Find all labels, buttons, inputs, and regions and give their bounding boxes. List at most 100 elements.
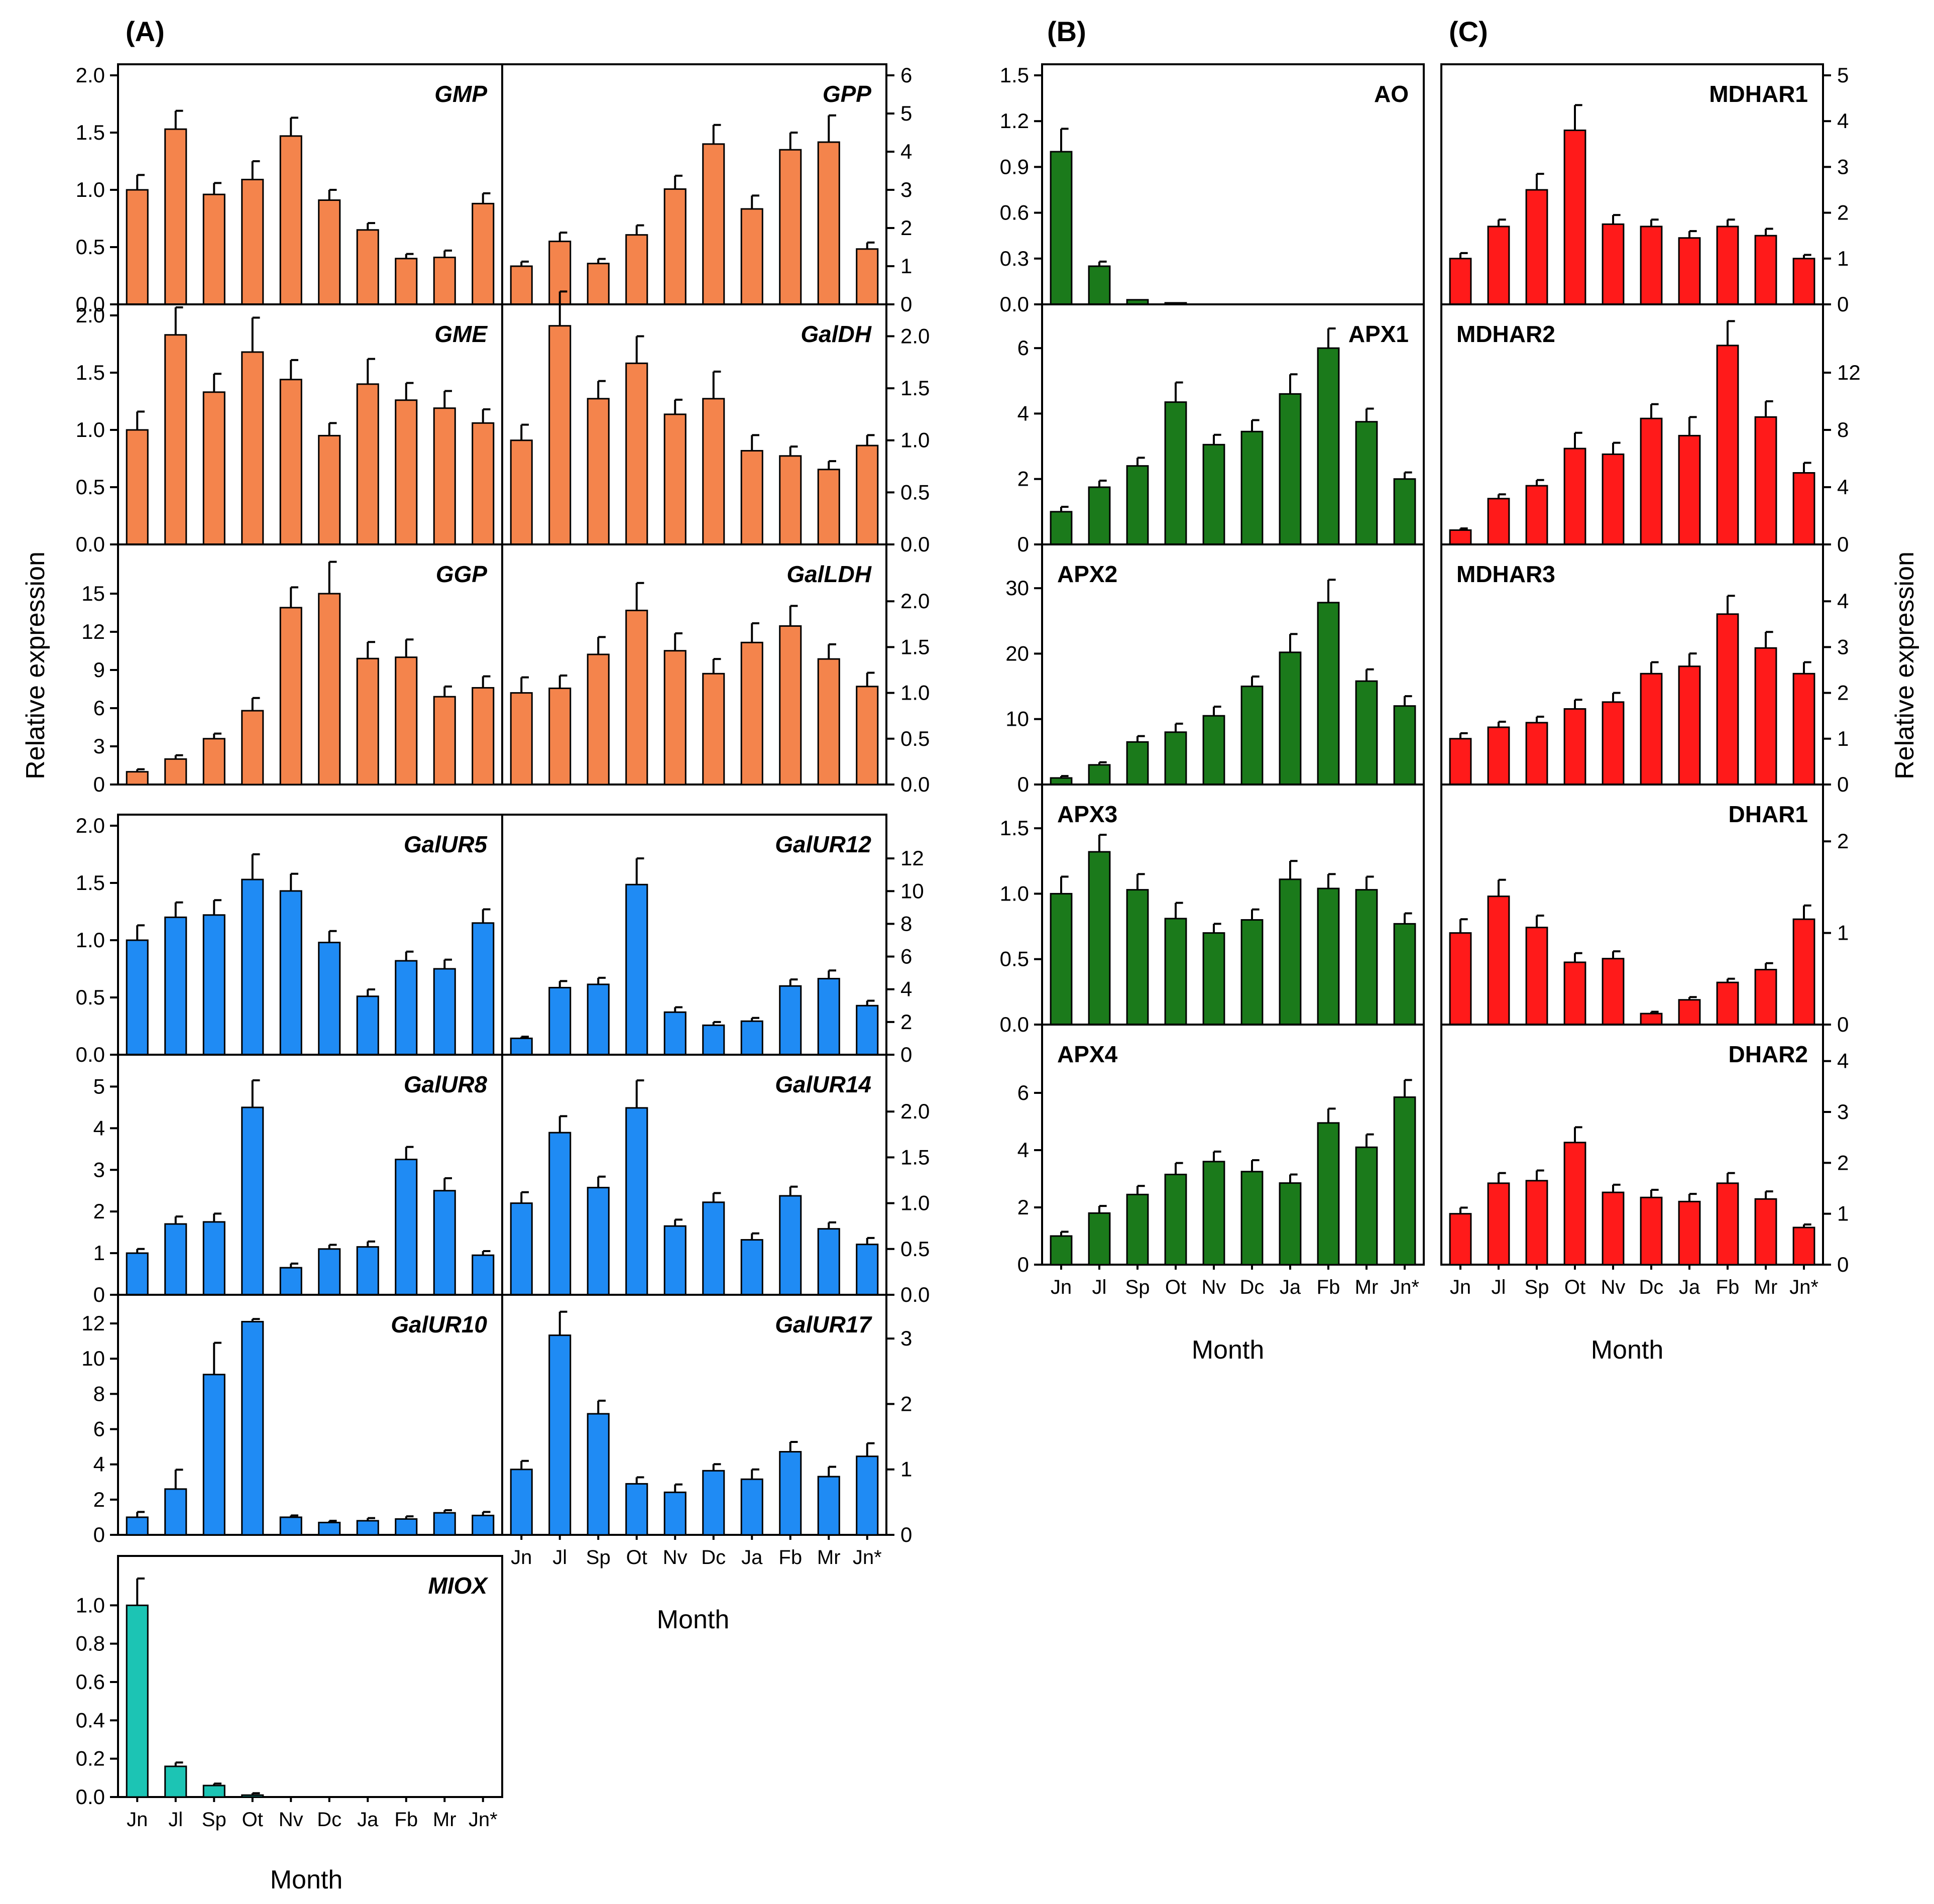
y-tick-label: 1.5 (76, 121, 105, 144)
error-bar (174, 306, 183, 335)
bar-galur5-fb (395, 960, 418, 1056)
bar-dhar2-ja (1678, 1200, 1701, 1266)
error-bar (751, 1468, 759, 1480)
y-tick-label: 2.0 (76, 63, 105, 87)
error-bar (712, 124, 721, 144)
error-bar (1498, 218, 1506, 227)
y-tick-label: 0.5 (900, 1237, 930, 1261)
error-bar (635, 857, 644, 885)
bar-galur8-jl (164, 1223, 187, 1296)
bar-galldh-ot (625, 609, 648, 786)
chart-gpp: 0 1 2 3 4 5 6 GPP (501, 63, 912, 316)
error-bar (251, 853, 260, 880)
bar-gmp-fb (395, 258, 418, 305)
y-tick-label: 0.5 (76, 235, 105, 259)
bar-mdhar3-nv (1602, 701, 1625, 786)
bar-galur10-dc (318, 1521, 341, 1536)
error-bar (1803, 904, 1811, 920)
y-tick-label: 0 (900, 1523, 912, 1546)
bar-apx4-jn-star (1393, 1096, 1416, 1266)
error-bar (1727, 595, 1735, 614)
error-bar (558, 1310, 567, 1335)
y-tick-label: 4 (900, 977, 912, 1001)
chart-apx4: 0 2 4 6 Jn Jl Sp Ot Nv Dc Ja Fb Mr Jn* APX4 (1017, 1024, 1425, 1298)
bar-galur17-ot (625, 1483, 648, 1536)
bar-apx2-fb (1317, 602, 1340, 786)
x-tick-label: Sp (1525, 1276, 1549, 1298)
x-tick-label: Dc (1639, 1276, 1664, 1298)
error-bar (558, 674, 567, 689)
bar-galdh-sp (587, 398, 610, 545)
error-bar (1574, 699, 1582, 709)
error-bar (290, 117, 298, 136)
y-axis-title-right: Relative expression (1890, 551, 1919, 779)
bar-apx4-dc (1240, 1171, 1264, 1266)
panel-frame-dhar2 (1440, 1024, 1824, 1266)
error-bar (251, 1792, 260, 1796)
bar-galur14-jn-star (856, 1244, 879, 1296)
y-tick-label: 1.5 (900, 1145, 930, 1169)
error-bar (367, 358, 375, 384)
gene-label-gme: GME (434, 321, 488, 347)
bar-galldh-ja (740, 641, 763, 786)
bar-apx3-jn (1050, 892, 1073, 1026)
bar-galur10-ot (241, 1321, 264, 1536)
bar-galur14-sp (587, 1187, 610, 1296)
error-bar (1574, 104, 1582, 131)
bar-galur12-jn (510, 1037, 533, 1056)
bar-gmp-jn (126, 189, 149, 305)
error-bar (1459, 732, 1468, 739)
bar-ggp-sp (202, 738, 225, 786)
bar-galur17-sp (587, 1413, 610, 1536)
bar-gpp-fb (779, 149, 802, 305)
bar-dhar1-ot (1563, 961, 1586, 1026)
y-tick-label: 0.0 (76, 1785, 105, 1809)
bar-galur8-sp (202, 1221, 225, 1296)
y-tick-label: 0 (93, 1283, 105, 1306)
error-bar (405, 253, 414, 259)
bar-dhar2-mr (1754, 1198, 1777, 1266)
x-tick-label: Sp (1125, 1276, 1150, 1298)
panel-frame-galldh (501, 543, 887, 786)
y-tick-label: 0 (1837, 1013, 1849, 1036)
error-bar (1650, 661, 1659, 674)
error-bar (1536, 173, 1544, 190)
error-bar (443, 249, 452, 258)
y-tick-label: 0 (1837, 1253, 1849, 1276)
error-bar (1765, 400, 1773, 417)
error-bar (1327, 873, 1336, 889)
y-tick-label: 0.0 (76, 1043, 105, 1066)
error-bar (1536, 1169, 1544, 1181)
y-tick-label: 2 (1017, 1195, 1029, 1219)
error-bar (1251, 1159, 1260, 1172)
error-bar (136, 1511, 145, 1517)
bar-mdhar1-jl (1487, 226, 1510, 305)
error-bar (1060, 1230, 1069, 1236)
y-tick-label: 0.8 (76, 1632, 105, 1655)
bar-galdh-fb (779, 455, 802, 545)
error-bar (1727, 320, 1735, 346)
x-tick-label: Jn (1051, 1276, 1072, 1298)
y-tick-label: 2.0 (76, 814, 105, 837)
error-bar (751, 622, 759, 643)
y-tick-label: 0.0 (1000, 292, 1029, 316)
error-bar (712, 370, 721, 399)
y-tick-label: 6 (900, 945, 912, 968)
error-bar (1136, 873, 1145, 890)
x-tick-label: Mr (433, 1809, 457, 1831)
y-tick-label: 3 (1837, 635, 1849, 658)
x-axis-title-a-right: Month (657, 1605, 730, 1634)
chart-ggp: 0 3 6 9 12 15 GGP (81, 543, 503, 796)
bar-galur8-ot (241, 1106, 264, 1296)
bar-galur8-nv (279, 1267, 302, 1296)
error-bar (558, 1115, 567, 1133)
y-tick-label: 2 (1837, 681, 1849, 705)
error-bar (213, 732, 221, 739)
error-bar (674, 1483, 682, 1493)
chart-apx2: 0 10 20 30 APX2 (1005, 543, 1425, 796)
chart-mdhar1: 0 1 2 3 4 5 MDHAR1 (1440, 63, 1849, 316)
bar-apx4-ja (1279, 1182, 1302, 1266)
error-bar (443, 1177, 452, 1191)
error-bar (1366, 875, 1374, 890)
bar-dhar1-sp (1525, 927, 1548, 1026)
